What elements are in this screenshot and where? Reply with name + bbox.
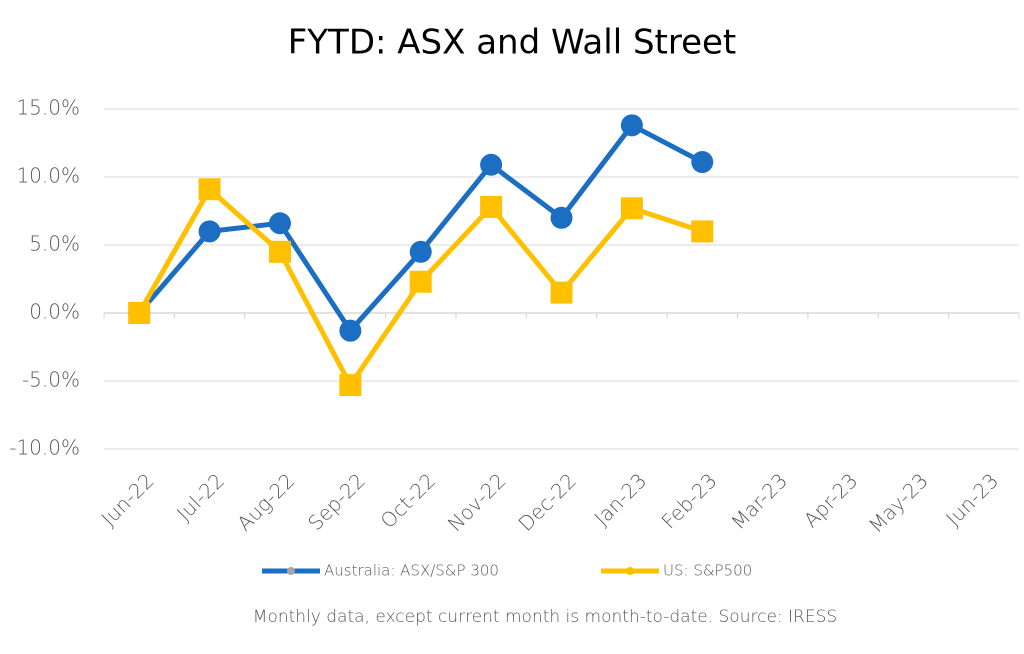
footnote: Monthly data, except current month is mo… — [253, 607, 837, 627]
marker — [409, 270, 432, 293]
marker — [480, 195, 503, 218]
x-tick-label: Mar-23 — [726, 468, 792, 534]
legend-marker — [287, 567, 295, 575]
y-tick-label: 0.0% — [29, 300, 80, 324]
y-tick-label: 10.0% — [16, 164, 80, 188]
y-tick-label: -10.0% — [9, 436, 80, 460]
marker — [198, 220, 221, 243]
marker — [409, 240, 432, 263]
y-tick-label: -5.0% — [22, 368, 80, 392]
marker — [198, 178, 221, 201]
legend-label: US: S&P500 — [663, 562, 752, 580]
y-tick-label: 15.0% — [16, 96, 80, 120]
x-tick-label: Sep-22 — [303, 468, 370, 535]
marker — [691, 151, 714, 174]
marker — [128, 302, 151, 324]
marker — [339, 319, 362, 342]
marker — [268, 212, 291, 235]
x-tick-label: May-23 — [864, 468, 933, 537]
x-tick-label: Jan-23 — [589, 468, 651, 530]
x-tick-label: Feb-23 — [657, 468, 722, 533]
legend-label: Australia: ASX/S&P 300 — [324, 562, 499, 580]
marker — [480, 153, 503, 176]
marker — [550, 206, 573, 229]
marker — [550, 281, 573, 304]
x-tick-label: Dec-22 — [513, 468, 580, 535]
marker — [691, 220, 714, 243]
x-tick-label: Oct-22 — [376, 468, 441, 533]
y-tick-label: 5.0% — [29, 232, 80, 256]
x-tick-label: Jun-22 — [96, 468, 158, 530]
legend-marker — [626, 567, 634, 575]
x-tick-label: Apr-23 — [799, 468, 863, 532]
marker — [620, 197, 643, 220]
x-tick-label: Aug-22 — [232, 468, 299, 535]
marker — [620, 114, 643, 137]
chart-title: FYTD: ASX and Wall Street — [288, 23, 737, 63]
marker — [268, 240, 291, 263]
x-tick-label: Jun-23 — [941, 468, 1003, 530]
x-tick-label: Jul-22 — [172, 468, 229, 525]
x-tick-label: Nov-22 — [443, 468, 511, 536]
marker — [339, 374, 362, 397]
